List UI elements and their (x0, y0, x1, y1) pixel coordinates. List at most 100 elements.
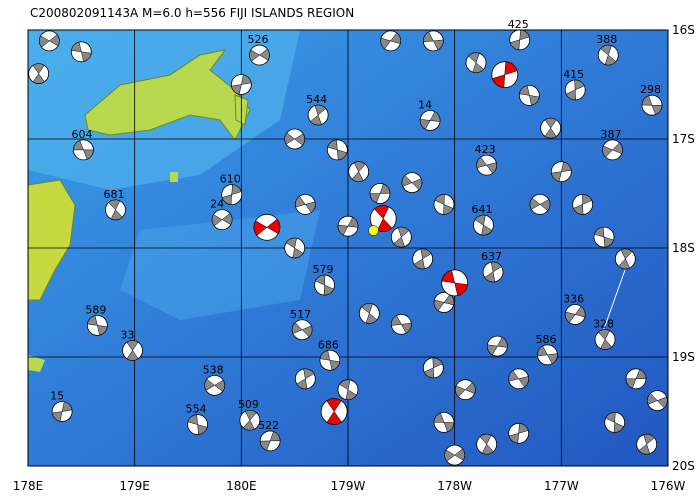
ball-lobe (87, 315, 108, 336)
ball-lobe (295, 195, 316, 213)
ball-lobe (51, 401, 73, 422)
lon-label: 178W (437, 479, 472, 493)
beachball (239, 409, 261, 431)
lat-label: 19S (672, 350, 695, 364)
ball-lobe (413, 248, 432, 270)
epicenter (368, 225, 379, 236)
ball-lobe (625, 369, 647, 389)
ball-lobe (573, 194, 593, 215)
depth-label: 517 (290, 308, 311, 321)
ball-lobe (423, 357, 443, 379)
lat-label: 16S (672, 23, 695, 37)
beachball (221, 184, 243, 205)
beachball (86, 314, 108, 336)
track (599, 269, 626, 341)
ball-lobe (419, 111, 441, 130)
beachball (486, 335, 508, 357)
beachball (105, 199, 126, 221)
depth-label: 522 (258, 419, 279, 432)
depth-label: 538 (203, 363, 224, 376)
beachball (320, 398, 348, 425)
ball-lobe (296, 368, 315, 390)
ball-lobe (249, 48, 270, 62)
ball-lobe (492, 61, 518, 88)
beachball (491, 61, 519, 89)
ball-lobe (380, 32, 401, 50)
lat-label: 18S (672, 241, 695, 255)
beachball (70, 41, 92, 63)
ball-lobe (565, 79, 585, 101)
ball-lobe (71, 41, 92, 62)
beachball (636, 433, 658, 455)
beachball (433, 411, 455, 433)
depth-label: 681 (103, 188, 124, 201)
lon-label: 178E (13, 479, 44, 493)
depth-label: 423 (475, 143, 496, 156)
depth-label: 526 (247, 33, 268, 46)
beachball (390, 226, 412, 248)
beachball (211, 209, 233, 231)
beachball (249, 44, 270, 66)
ball-lobe (393, 226, 410, 248)
beachball (641, 94, 663, 116)
beachball (476, 433, 498, 455)
beachball (253, 213, 281, 241)
beachball (294, 368, 316, 390)
depth-label: 336 (563, 292, 584, 305)
beachball (594, 329, 616, 350)
beachball (314, 274, 335, 296)
ball-lobe (231, 74, 252, 95)
ball-lobe (73, 140, 94, 160)
beachball (291, 319, 313, 341)
beachball (454, 379, 476, 401)
beachball (337, 215, 359, 237)
ball-lobe (284, 132, 305, 146)
ball-lobe (423, 31, 444, 51)
ball-lobe (361, 303, 378, 324)
island (84, 49, 251, 141)
ball-lobe (369, 183, 391, 204)
beachball (259, 430, 281, 452)
beachball (593, 226, 615, 248)
lon-label: 177W (544, 479, 579, 493)
beachball (412, 248, 434, 270)
beachball (319, 349, 341, 371)
beachball (572, 193, 594, 215)
ball-lobe (108, 199, 123, 221)
ball-lobe (551, 161, 572, 182)
depth-label: 328 (593, 318, 614, 331)
ball-lobe (315, 274, 334, 296)
beachball (369, 183, 391, 204)
beachball (419, 110, 441, 131)
ball-lobe (351, 161, 366, 182)
frame (27, 29, 669, 467)
ball-lobe (39, 34, 60, 48)
depth-label: 425 (508, 18, 529, 31)
ball-lobe (519, 85, 540, 106)
ball-lobe (537, 345, 558, 364)
ball-lobe (441, 269, 468, 296)
beachball (473, 214, 494, 236)
depth-label: 544 (306, 93, 327, 106)
ball-lobe (484, 261, 502, 283)
beachball (550, 161, 572, 183)
ball-lobe (433, 412, 455, 433)
beachball (529, 193, 551, 215)
beachball (508, 368, 530, 390)
beachball (441, 269, 469, 297)
beachball (433, 193, 455, 215)
beachball (614, 248, 636, 270)
depth-label: 14 (418, 98, 432, 111)
ball-lobe (602, 142, 623, 158)
depth-label: 589 (85, 303, 106, 316)
lat-label: 20S (672, 459, 695, 473)
depth-label: 15 (50, 390, 64, 403)
ball-lobe (444, 448, 465, 462)
beachball (422, 357, 444, 379)
lon-label: 179E (119, 479, 150, 493)
beachball (358, 302, 380, 324)
ball-lobe (221, 184, 242, 205)
beachball (508, 422, 530, 444)
